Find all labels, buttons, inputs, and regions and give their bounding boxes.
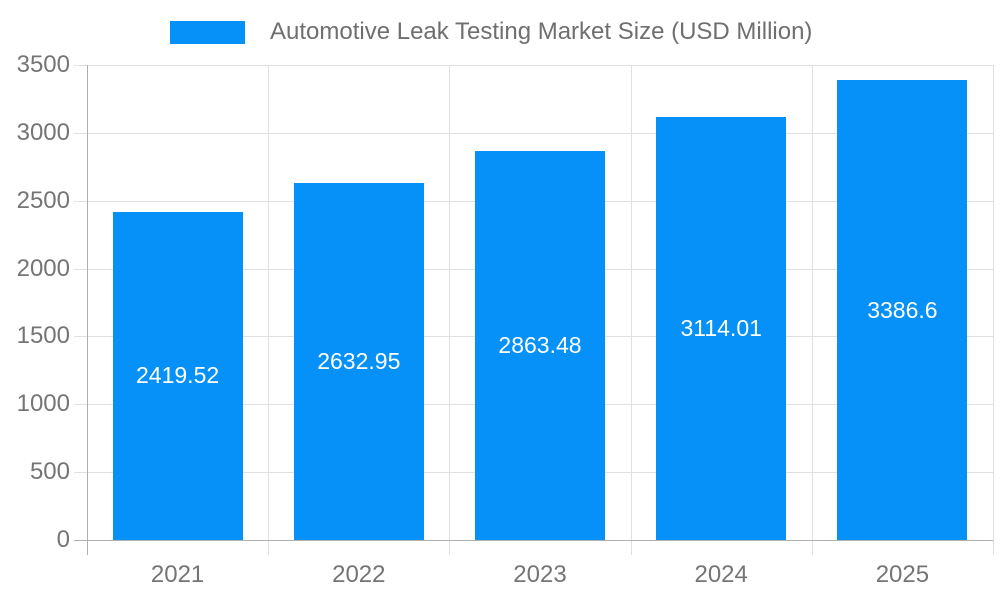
bar-value-label: 2632.95 xyxy=(317,347,401,374)
h-gridline xyxy=(87,132,993,134)
y-tick-label: 2000 xyxy=(16,254,70,282)
x-tick-label: 2023 xyxy=(513,561,567,588)
y-tick-label: 3500 xyxy=(16,51,70,78)
v-gridline xyxy=(993,65,994,555)
x-axis-line xyxy=(74,540,993,541)
y-axis-tick xyxy=(74,336,87,338)
bar-value-label: 3386.6 xyxy=(867,296,938,323)
v-gridline xyxy=(268,65,270,555)
y-axis-tick xyxy=(74,132,87,134)
h-gridline xyxy=(87,65,993,66)
v-gridline xyxy=(811,65,813,555)
bar[interactable]: 2419.52 xyxy=(112,211,243,540)
y-axis-tick xyxy=(74,472,87,474)
y-tick-label: 2500 xyxy=(16,186,70,214)
y-axis-tick xyxy=(74,268,87,270)
y-axis-tick xyxy=(74,65,87,66)
legend[interactable]: Automotive Leak Testing Market Size (USD… xyxy=(170,18,812,46)
x-tick-label: 2021 xyxy=(150,561,205,588)
bar-value-label: 2863.48 xyxy=(498,332,582,359)
y-axis-line xyxy=(87,65,88,555)
bar-value-label: 3114.01 xyxy=(680,315,762,342)
x-tick-label: 2024 xyxy=(694,561,748,588)
bar[interactable]: 3114.01 xyxy=(656,117,787,540)
y-tick-label: 3000 xyxy=(16,118,70,146)
bar[interactable]: 3386.6 xyxy=(837,80,968,540)
y-axis-tick xyxy=(74,200,87,202)
bar-value-label: 2419.52 xyxy=(136,362,220,389)
y-axis-tick xyxy=(74,404,87,406)
y-tick-label: 0 xyxy=(56,526,70,553)
bar[interactable]: 2863.48 xyxy=(475,151,605,540)
y-tick-label: 1000 xyxy=(16,390,70,418)
v-gridline xyxy=(449,65,451,555)
y-tick-label: 1500 xyxy=(16,322,70,350)
x-tick-label: 2025 xyxy=(875,561,930,588)
x-tick-label: 2022 xyxy=(332,561,386,588)
bar[interactable]: 2632.95 xyxy=(293,182,424,540)
legend-swatch xyxy=(170,20,245,44)
v-gridline xyxy=(630,65,632,555)
legend-label: Automotive Leak Testing Market Size (USD… xyxy=(270,18,813,45)
y-tick-label: 500 xyxy=(29,458,70,486)
